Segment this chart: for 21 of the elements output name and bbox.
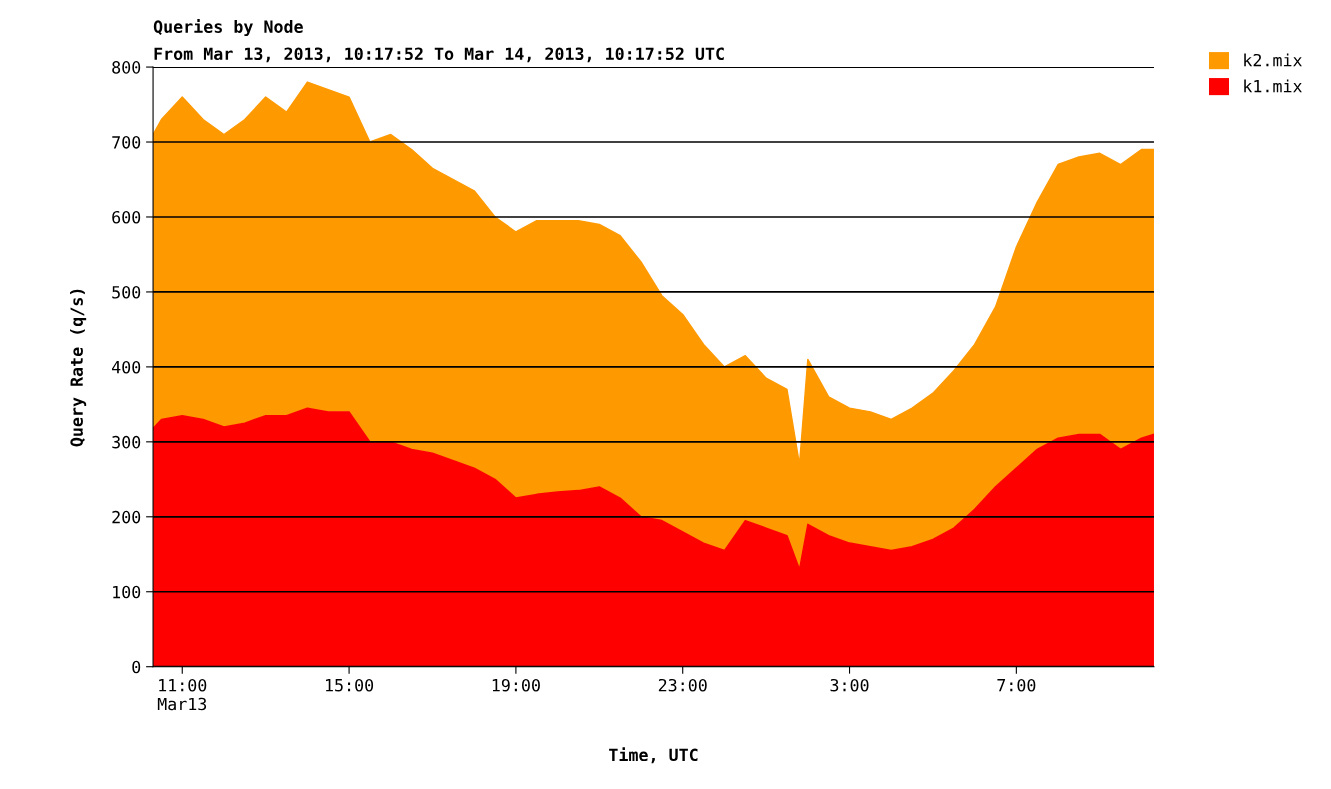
legend-label: k2.mix (1244, 53, 1302, 67)
x-tick-label: 3:00 (830, 678, 869, 692)
y-tick-label: 100 (113, 585, 141, 599)
y-tick-label: 800 (112, 61, 141, 74)
x-tick-label: 7:00 (997, 678, 1036, 692)
y-tick-label: 600 (112, 210, 141, 224)
x-tick-label: 15:00 (325, 678, 374, 692)
chart-subtitle: From Mar 13, 2013, 10:17:52 To Mar 14, 2013, 10:17:52 UTC (154, 47, 724, 63)
x-tick-label: 19:00 (492, 678, 540, 692)
x-tick-label: 11:00 Mar13 (157, 678, 207, 711)
legend-label: k1.mix (1244, 79, 1302, 93)
y-tick-label: 300 (112, 435, 141, 449)
y-tick-label: 200 (112, 510, 141, 524)
y-axis-title: Query Rate (q/s) (70, 289, 87, 447)
chart-title: Queries by Node (153, 19, 303, 37)
x-axis-title: Time, UTC (609, 747, 698, 764)
y-tick-label: 500 (112, 285, 141, 299)
y-tick-label: 700 (112, 136, 141, 149)
y-tick-label: 0 (132, 660, 141, 674)
x-tick-label: 23:00 (658, 678, 707, 692)
y-tick-label: 400 (111, 360, 141, 374)
